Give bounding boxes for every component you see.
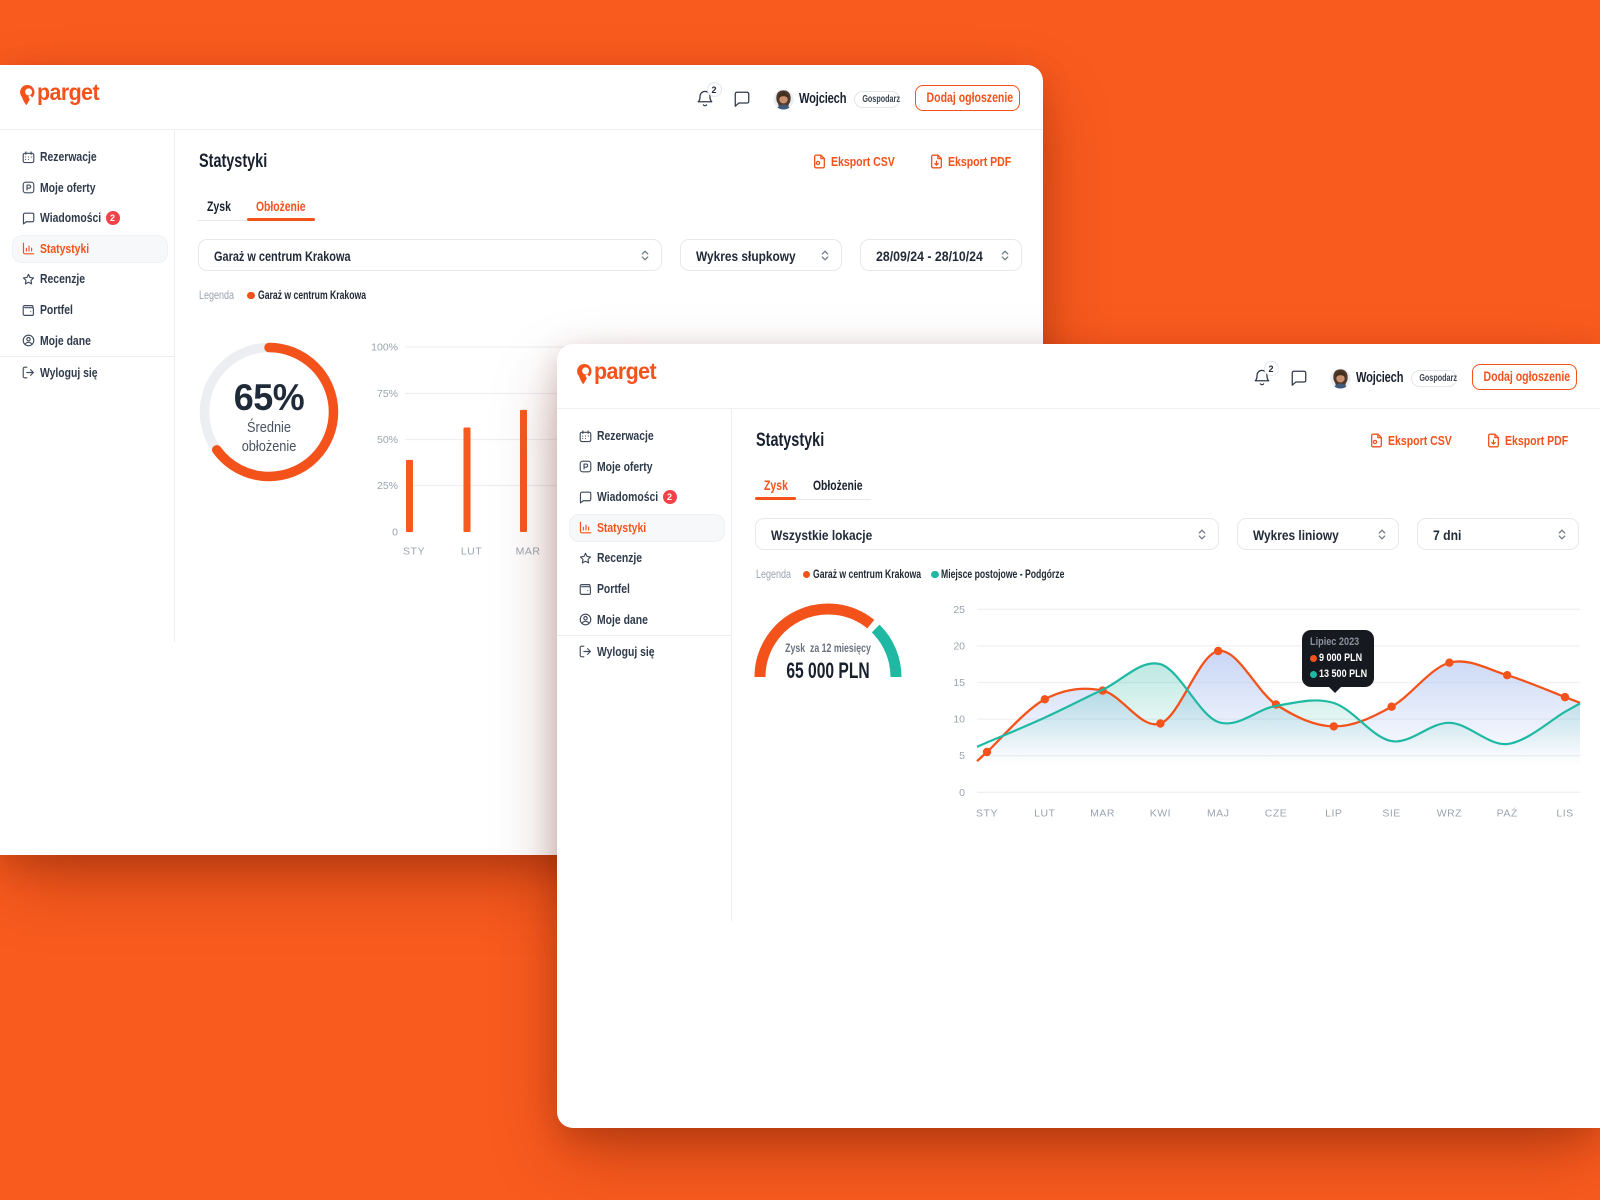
svg-text:WRZ: WRZ — [1437, 808, 1462, 820]
svg-text:0: 0 — [959, 787, 965, 799]
svg-text:PAŹ: PAŹ — [1497, 807, 1518, 820]
svg-text:MAR: MAR — [1090, 808, 1115, 820]
svg-text:25%: 25% — [377, 480, 398, 492]
svg-text:KWI: KWI — [1150, 808, 1171, 820]
svg-text:LIP: LIP — [1325, 808, 1342, 820]
svg-text:0: 0 — [392, 527, 398, 539]
svg-text:MAJ: MAJ — [1207, 808, 1230, 820]
svg-text:LIS: LIS — [1556, 808, 1573, 820]
svg-text:STY: STY — [403, 546, 425, 558]
svg-text:50%: 50% — [377, 434, 398, 446]
svg-text:20: 20 — [953, 640, 965, 652]
svg-text:5: 5 — [959, 750, 965, 762]
svg-text:15: 15 — [953, 677, 965, 689]
svg-text:100%: 100% — [371, 342, 398, 354]
svg-text:75%: 75% — [377, 388, 398, 400]
svg-text:LUT: LUT — [461, 546, 482, 558]
svg-text:MAR: MAR — [516, 546, 541, 558]
svg-text:10: 10 — [953, 714, 965, 726]
svg-text:STY: STY — [976, 808, 998, 820]
svg-text:CZE: CZE — [1265, 808, 1288, 820]
svg-text:25: 25 — [953, 604, 965, 616]
svg-text:SIE: SIE — [1382, 808, 1400, 820]
svg-text:LUT: LUT — [1034, 808, 1055, 820]
